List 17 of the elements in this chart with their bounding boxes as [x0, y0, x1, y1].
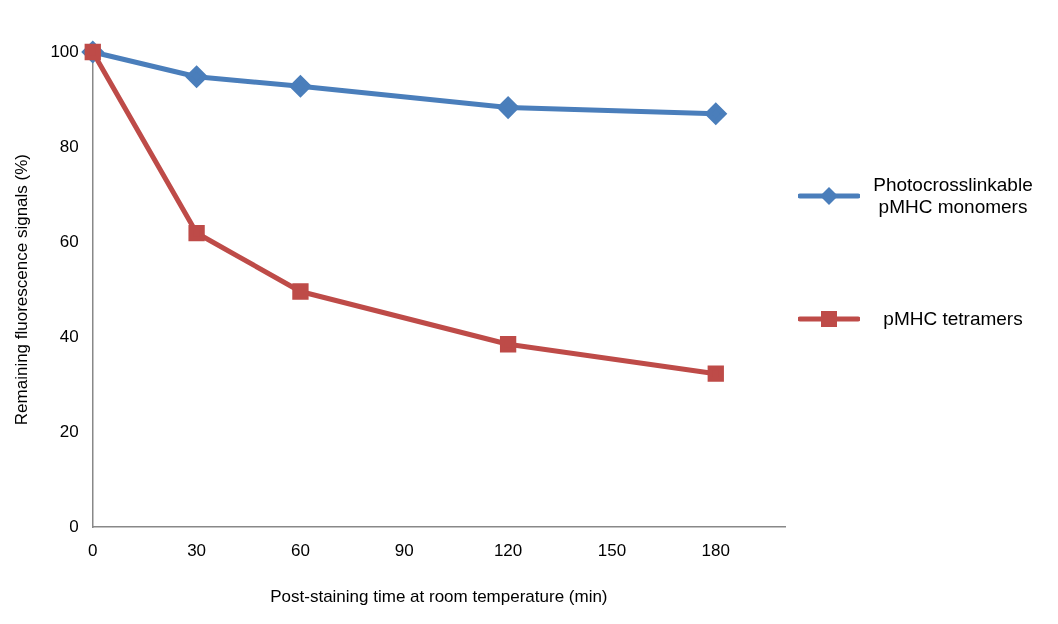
y-tick-label: 80	[59, 136, 79, 156]
legend-label: pMHC tetramers	[882, 308, 1024, 330]
x-axis-title: Post-staining time at room temperature (min)	[270, 587, 608, 607]
y-axis-title: Remaining fluorescence signals (%)	[11, 154, 31, 426]
y-tick-label: 20	[59, 421, 79, 441]
y-tick-label: 60	[59, 231, 79, 251]
x-tick-label: 90	[394, 541, 414, 561]
legend-label: Photocrosslinkable pMHC monomers	[872, 174, 1034, 218]
y-tick-label: 0	[69, 516, 79, 536]
x-tick-label: 60	[290, 541, 310, 561]
x-tick-label: 150	[597, 541, 627, 561]
x-tick-label: 120	[493, 541, 523, 561]
y-tick-label: 100	[50, 41, 79, 61]
y-tick-label: 40	[59, 326, 79, 346]
x-tick-label: 0	[88, 541, 98, 561]
x-tick-label: 180	[701, 541, 730, 561]
x-tick-label: 30	[187, 541, 207, 561]
